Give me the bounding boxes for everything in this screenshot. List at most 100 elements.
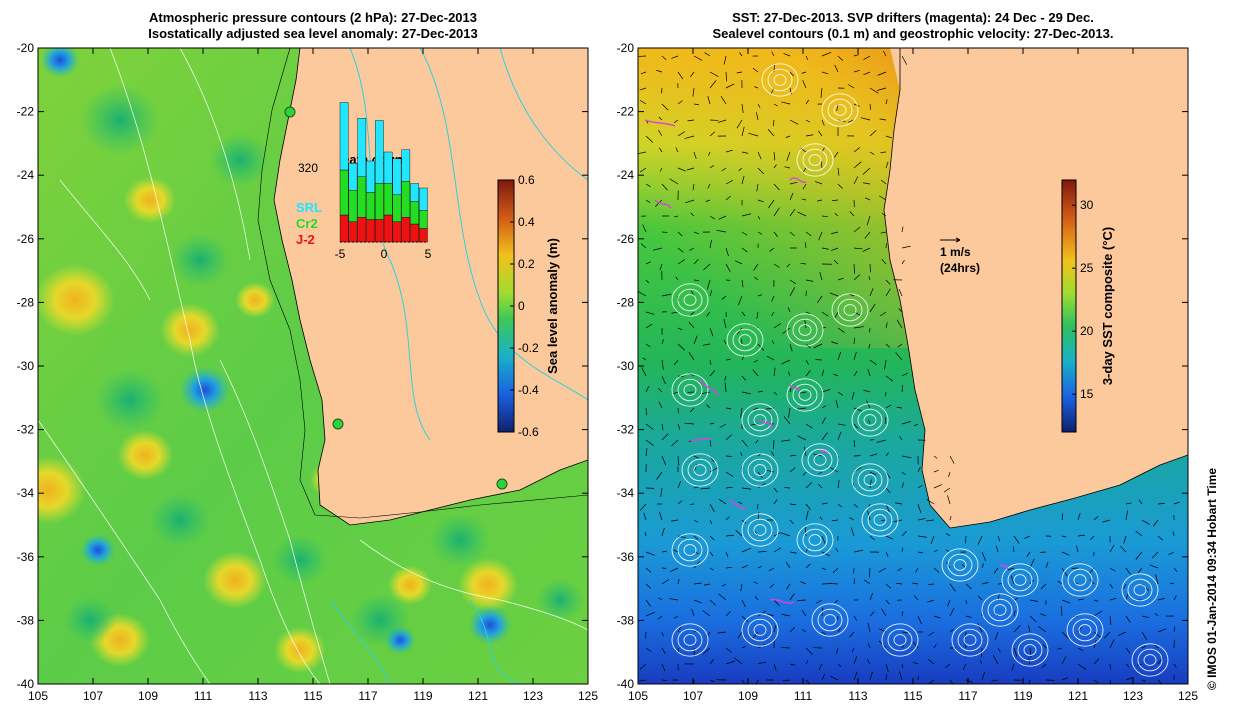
inset-max-label: 320 (298, 161, 318, 175)
scale-label-speed: 1 m/s (940, 245, 971, 259)
inset-bar-j-2 (375, 220, 383, 243)
inset-bar-cr2 (375, 184, 383, 220)
sst-cb-tick-label: 30 (1080, 198, 1094, 212)
tide-gauge-station (285, 107, 295, 117)
sla-cb-tick-label: -0.6 (518, 425, 539, 439)
sla-anomaly-blob (80, 534, 116, 566)
sla-anomaly-blob (160, 303, 220, 357)
left-title: Atmospheric pressure contours (2 hPa): 2… (38, 10, 588, 42)
inset-bar-srl (419, 188, 427, 211)
left-ytick-label: -40 (17, 677, 35, 691)
inset-legend-cr2: Cr2 (296, 216, 318, 231)
inset-bar-j-2 (410, 224, 418, 242)
left-xtick-label: 109 (138, 689, 158, 703)
right-ytick-label: -32 (617, 423, 635, 437)
left-ytick-label: -20 (17, 41, 35, 55)
right-ytick-label: -40 (617, 677, 635, 691)
inset-xtick-label: -5 (335, 247, 346, 261)
left-ytick-label: -28 (17, 295, 35, 309)
scale-label-time: (24hrs) (940, 261, 980, 275)
sla-anomaly-blob (124, 177, 176, 224)
inset-bar-j-2 (349, 222, 357, 242)
left-ytick-label: -34 (17, 486, 35, 500)
left-ytick-label: -32 (17, 423, 35, 437)
sla-cb-tick-label: 0.2 (518, 257, 535, 271)
right-xtick-label: 105 (628, 689, 648, 703)
right-xtick-label: 115 (903, 689, 922, 703)
left-title-line2: Isostatically adjusted sea level anomaly… (38, 26, 588, 42)
sla-anomaly-blob (430, 513, 490, 567)
right-ytick-label: -24 (617, 168, 635, 182)
right-title: SST: 27-Dec-2013. SVP drifters (magenta)… (638, 10, 1188, 42)
left-ytick-label: -36 (17, 550, 35, 564)
inset-legend-srl: SRL (296, 200, 322, 215)
left-xtick-label: 125 (578, 689, 598, 703)
left-ytick-label: -38 (17, 613, 35, 627)
left-xtick-label: 117 (358, 689, 377, 703)
right-ytick-label: -34 (617, 486, 635, 500)
land-australia-sst (884, 48, 1188, 528)
left-xtick-label: 105 (28, 689, 48, 703)
sla-cb-tick-label: -0.4 (518, 383, 539, 397)
left-xtick-label: 111 (194, 689, 213, 703)
inset-bar-cr2 (410, 202, 418, 225)
inset-bar-j-2 (384, 215, 392, 242)
sla-anomaly-blob (150, 493, 210, 547)
right-xtick-label: 107 (683, 689, 703, 703)
sla-cb-tick-label: 0.4 (518, 215, 535, 229)
inset-bar-srl (384, 152, 392, 184)
tide-gauge-station (333, 419, 343, 429)
left-ytick-label: -22 (17, 105, 35, 119)
left-xtick-label: 123 (523, 689, 543, 703)
inset-bar-srl (402, 150, 410, 182)
right-xtick-label: 123 (1123, 689, 1143, 703)
left-xtick-label: 107 (83, 689, 103, 703)
right-ytick-label: -30 (617, 359, 635, 373)
sla-anomaly-blob (536, 578, 584, 621)
left-xtick-label: 113 (248, 689, 267, 703)
right-ytick-label: -38 (617, 613, 635, 627)
left-xtick-label: 121 (468, 689, 488, 703)
inset-bar-srl (366, 161, 374, 193)
right-ytick-label: -28 (617, 295, 635, 309)
sla-anomaly-blob (95, 369, 165, 432)
right-ytick-label: -26 (617, 232, 635, 246)
inset-bar-j-2 (402, 217, 410, 242)
inset-bar-srl (340, 103, 348, 171)
left-title-line1: Atmospheric pressure contours (2 hPa): 2… (38, 10, 588, 26)
left-ytick-label: -30 (17, 359, 35, 373)
sst-cb-tick-label: 20 (1080, 324, 1094, 338)
sst-cb-tick-label: 25 (1080, 261, 1094, 275)
inset-bar-cr2 (366, 193, 374, 220)
right-title-line1: SST: 27-Dec-2013. SVP drifters (magenta)… (638, 10, 1188, 26)
sla-cb-tick-label: 0.6 (518, 173, 535, 187)
sst-cb-tick-label: 15 (1080, 387, 1094, 401)
inset-legend-j2: J-2 (296, 232, 315, 247)
inset-bar-cr2 (358, 177, 366, 218)
right-xtick-label: 121 (1068, 689, 1088, 703)
inset-bar-j-2 (358, 217, 366, 242)
right-ytick-label: -20 (617, 41, 635, 55)
inset-bar-srl (410, 184, 418, 202)
left-ytick-label: -26 (17, 232, 35, 246)
right-xtick-label: 125 (1178, 689, 1198, 703)
left-xtick-label: 115 (303, 689, 322, 703)
sla-anomaly-blob (274, 627, 326, 674)
inset-bar-cr2 (393, 195, 401, 222)
right-xtick-label: 117 (958, 689, 977, 703)
sla-anomaly-blob (64, 597, 116, 644)
right-xtick-label: 119 (1013, 689, 1032, 703)
inset-bar-cr2 (340, 170, 348, 215)
sla-anomaly-blob (468, 605, 512, 645)
inset-bar-srl (375, 121, 383, 184)
right-ytick-label: -22 (617, 105, 635, 119)
sla-anomaly-blob (35, 264, 115, 336)
inset-bar-j-2 (393, 222, 401, 242)
right-xtick-label: 111 (794, 689, 813, 703)
sla-colorbar-label: Sea level anomaly (m) (545, 238, 560, 374)
right-xtick-label: 113 (848, 689, 867, 703)
inset-bar-srl (349, 163, 357, 190)
sla-anomaly-blob (235, 282, 275, 318)
sla-cb-tick-label: 0 (518, 299, 525, 313)
